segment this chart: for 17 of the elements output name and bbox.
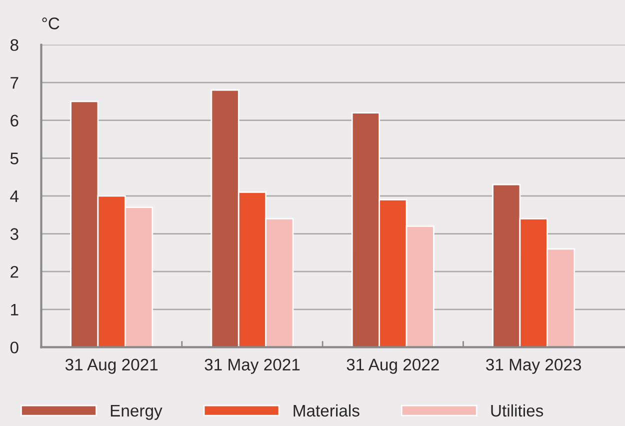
- y-axis-title: °C: [42, 18, 60, 30]
- y-tick-label: 7: [10, 77, 18, 89]
- legend-label: Materials: [294, 404, 360, 417]
- y-tick-label: 5: [10, 152, 18, 164]
- y-tick-label: 3: [10, 228, 18, 240]
- y-tick-label: 4: [10, 190, 19, 202]
- x-tick-label: 31 May 2021: [204, 358, 300, 374]
- y-tick-label: 1: [11, 304, 18, 316]
- y-tick-label: 6: [10, 114, 18, 127]
- legend-label: Energy: [110, 404, 162, 420]
- legend-label: Utilities: [491, 404, 544, 417]
- x-tick-label: 31 Aug 2022: [346, 358, 439, 374]
- y-tick-label: 2: [10, 266, 18, 278]
- x-tick-label: 31 May 2023: [486, 358, 582, 374]
- y-tick-label: 0: [10, 342, 18, 354]
- x-tick-label: 31 Aug 2021: [65, 358, 158, 374]
- y-tick-label: 8: [10, 39, 18, 51]
